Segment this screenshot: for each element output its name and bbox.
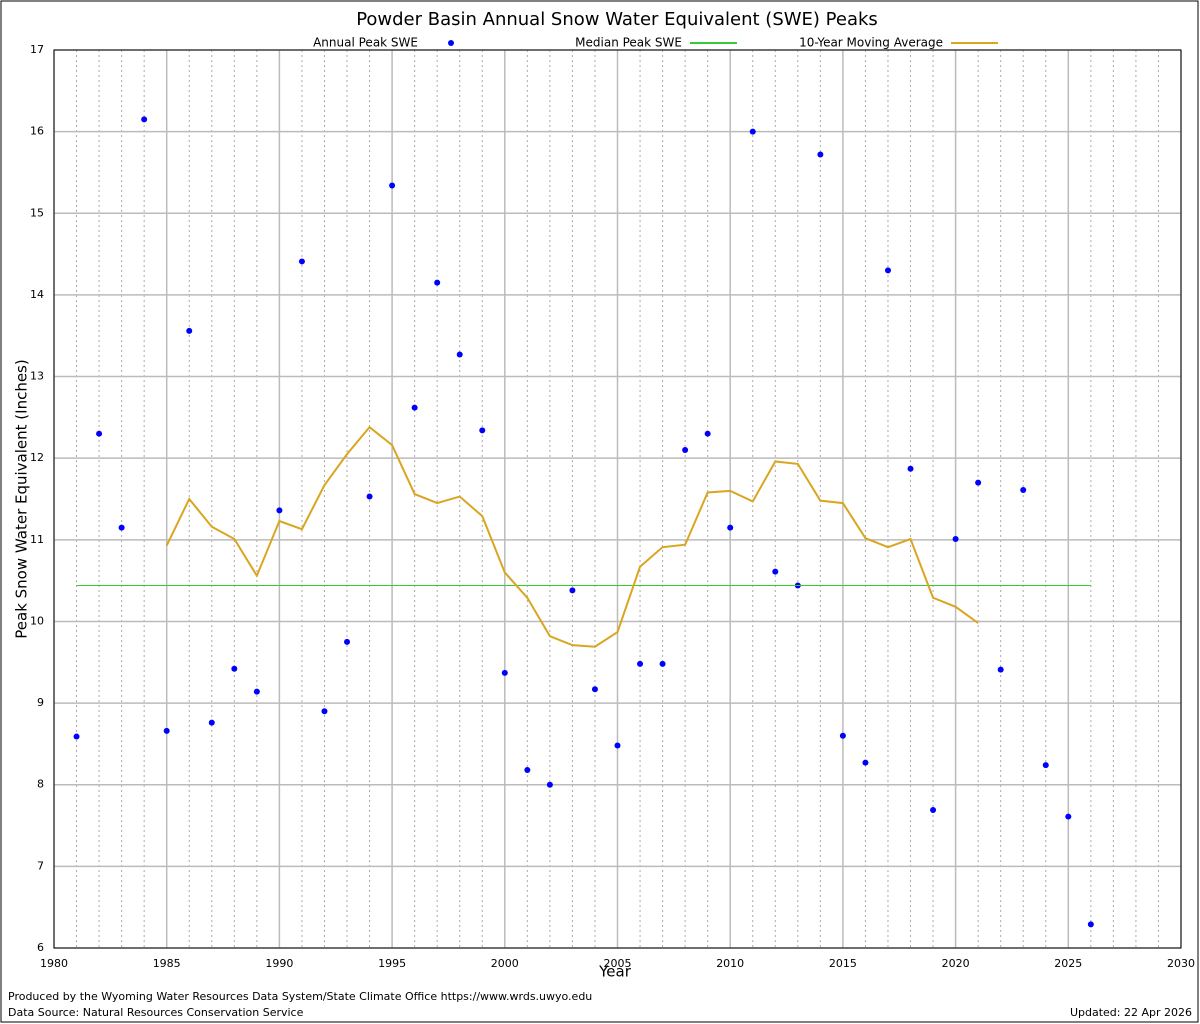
x-tick-label: 2030	[1167, 957, 1195, 970]
data-point	[727, 524, 734, 531]
data-point	[366, 493, 373, 500]
data-point	[884, 267, 891, 274]
y-tick-label: 6	[37, 941, 44, 954]
y-tick-label: 16	[30, 125, 44, 138]
data-point	[569, 587, 576, 594]
footer-updated: Updated: 22 Apr 2026	[1070, 1006, 1192, 1019]
data-point	[975, 479, 982, 486]
data-point	[389, 182, 396, 189]
data-point	[907, 465, 914, 472]
y-axis-label: Peak Snow Water Equivalent (Inches)	[13, 359, 31, 638]
footer-note: Produced by the Wyoming Water Resources …	[8, 990, 592, 1003]
data-point	[231, 665, 238, 672]
chart-title: Powder Basin Annual Snow Water Equivalen…	[356, 9, 878, 30]
legend-label: Median Peak SWE	[575, 36, 682, 50]
data-point	[930, 807, 937, 814]
y-tick-label: 10	[30, 614, 44, 627]
data-point	[817, 151, 824, 158]
data-point	[276, 507, 283, 514]
y-tick-label: 7	[37, 859, 44, 872]
legend-label: 10-Year Moving Average	[799, 36, 943, 50]
x-tick-label: 1990	[265, 957, 293, 970]
data-point	[1042, 762, 1049, 769]
y-tick-label: 15	[30, 206, 44, 219]
x-tick-label: 2025	[1054, 957, 1082, 970]
data-point	[997, 666, 1004, 673]
data-point	[501, 669, 508, 676]
data-point	[524, 767, 531, 774]
data-point	[591, 686, 598, 693]
data-point	[411, 404, 418, 411]
legend-symbol	[448, 40, 454, 46]
x-tick-label: 1980	[40, 957, 68, 970]
y-tick-label: 17	[30, 43, 44, 56]
data-point	[862, 759, 869, 766]
footer-note: Data Source: Natural Resources Conservat…	[8, 1006, 304, 1019]
data-point	[96, 430, 103, 437]
x-tick-label: 1995	[378, 957, 406, 970]
data-point	[614, 742, 621, 749]
data-point	[141, 116, 148, 123]
plot-border	[53, 49, 1182, 949]
data-point	[321, 708, 328, 715]
data-line	[165, 425, 979, 648]
data-point	[253, 688, 260, 695]
y-tick-label: 9	[37, 696, 44, 709]
data-point	[704, 430, 711, 437]
data-point	[163, 727, 170, 734]
legend-label: Annual Peak SWE	[313, 36, 418, 50]
y-tick-label: 14	[30, 288, 44, 301]
data-point	[186, 327, 193, 334]
data-point	[546, 781, 553, 788]
x-tick-label: 2015	[829, 957, 857, 970]
data-point	[479, 427, 486, 434]
data-point	[456, 351, 463, 358]
y-tick-label: 12	[30, 451, 44, 464]
y-tick-label: 11	[30, 533, 44, 546]
x-tick-label: 1985	[153, 957, 181, 970]
data-point	[659, 660, 666, 667]
data-point	[298, 258, 305, 265]
data-point	[1020, 487, 1027, 494]
data-point	[118, 524, 125, 531]
data-point	[208, 719, 215, 726]
y-tick-label: 8	[37, 778, 44, 791]
x-tick-label: 2020	[942, 957, 970, 970]
x-axis-label: Year	[598, 963, 632, 981]
data-point	[637, 660, 644, 667]
x-tick-label: 2000	[491, 957, 519, 970]
data-point	[73, 733, 80, 740]
data-point	[434, 279, 441, 286]
data-point	[749, 128, 756, 135]
data-point	[1065, 813, 1072, 820]
data-point	[952, 536, 959, 543]
data-point	[839, 732, 846, 739]
y-tick-label: 13	[30, 370, 44, 383]
data-point	[344, 638, 351, 645]
x-tick-label: 2010	[716, 957, 744, 970]
data-point	[772, 568, 779, 575]
x-tick-label: 2005	[604, 957, 632, 970]
data-point	[1087, 921, 1094, 928]
data-point	[682, 447, 689, 454]
